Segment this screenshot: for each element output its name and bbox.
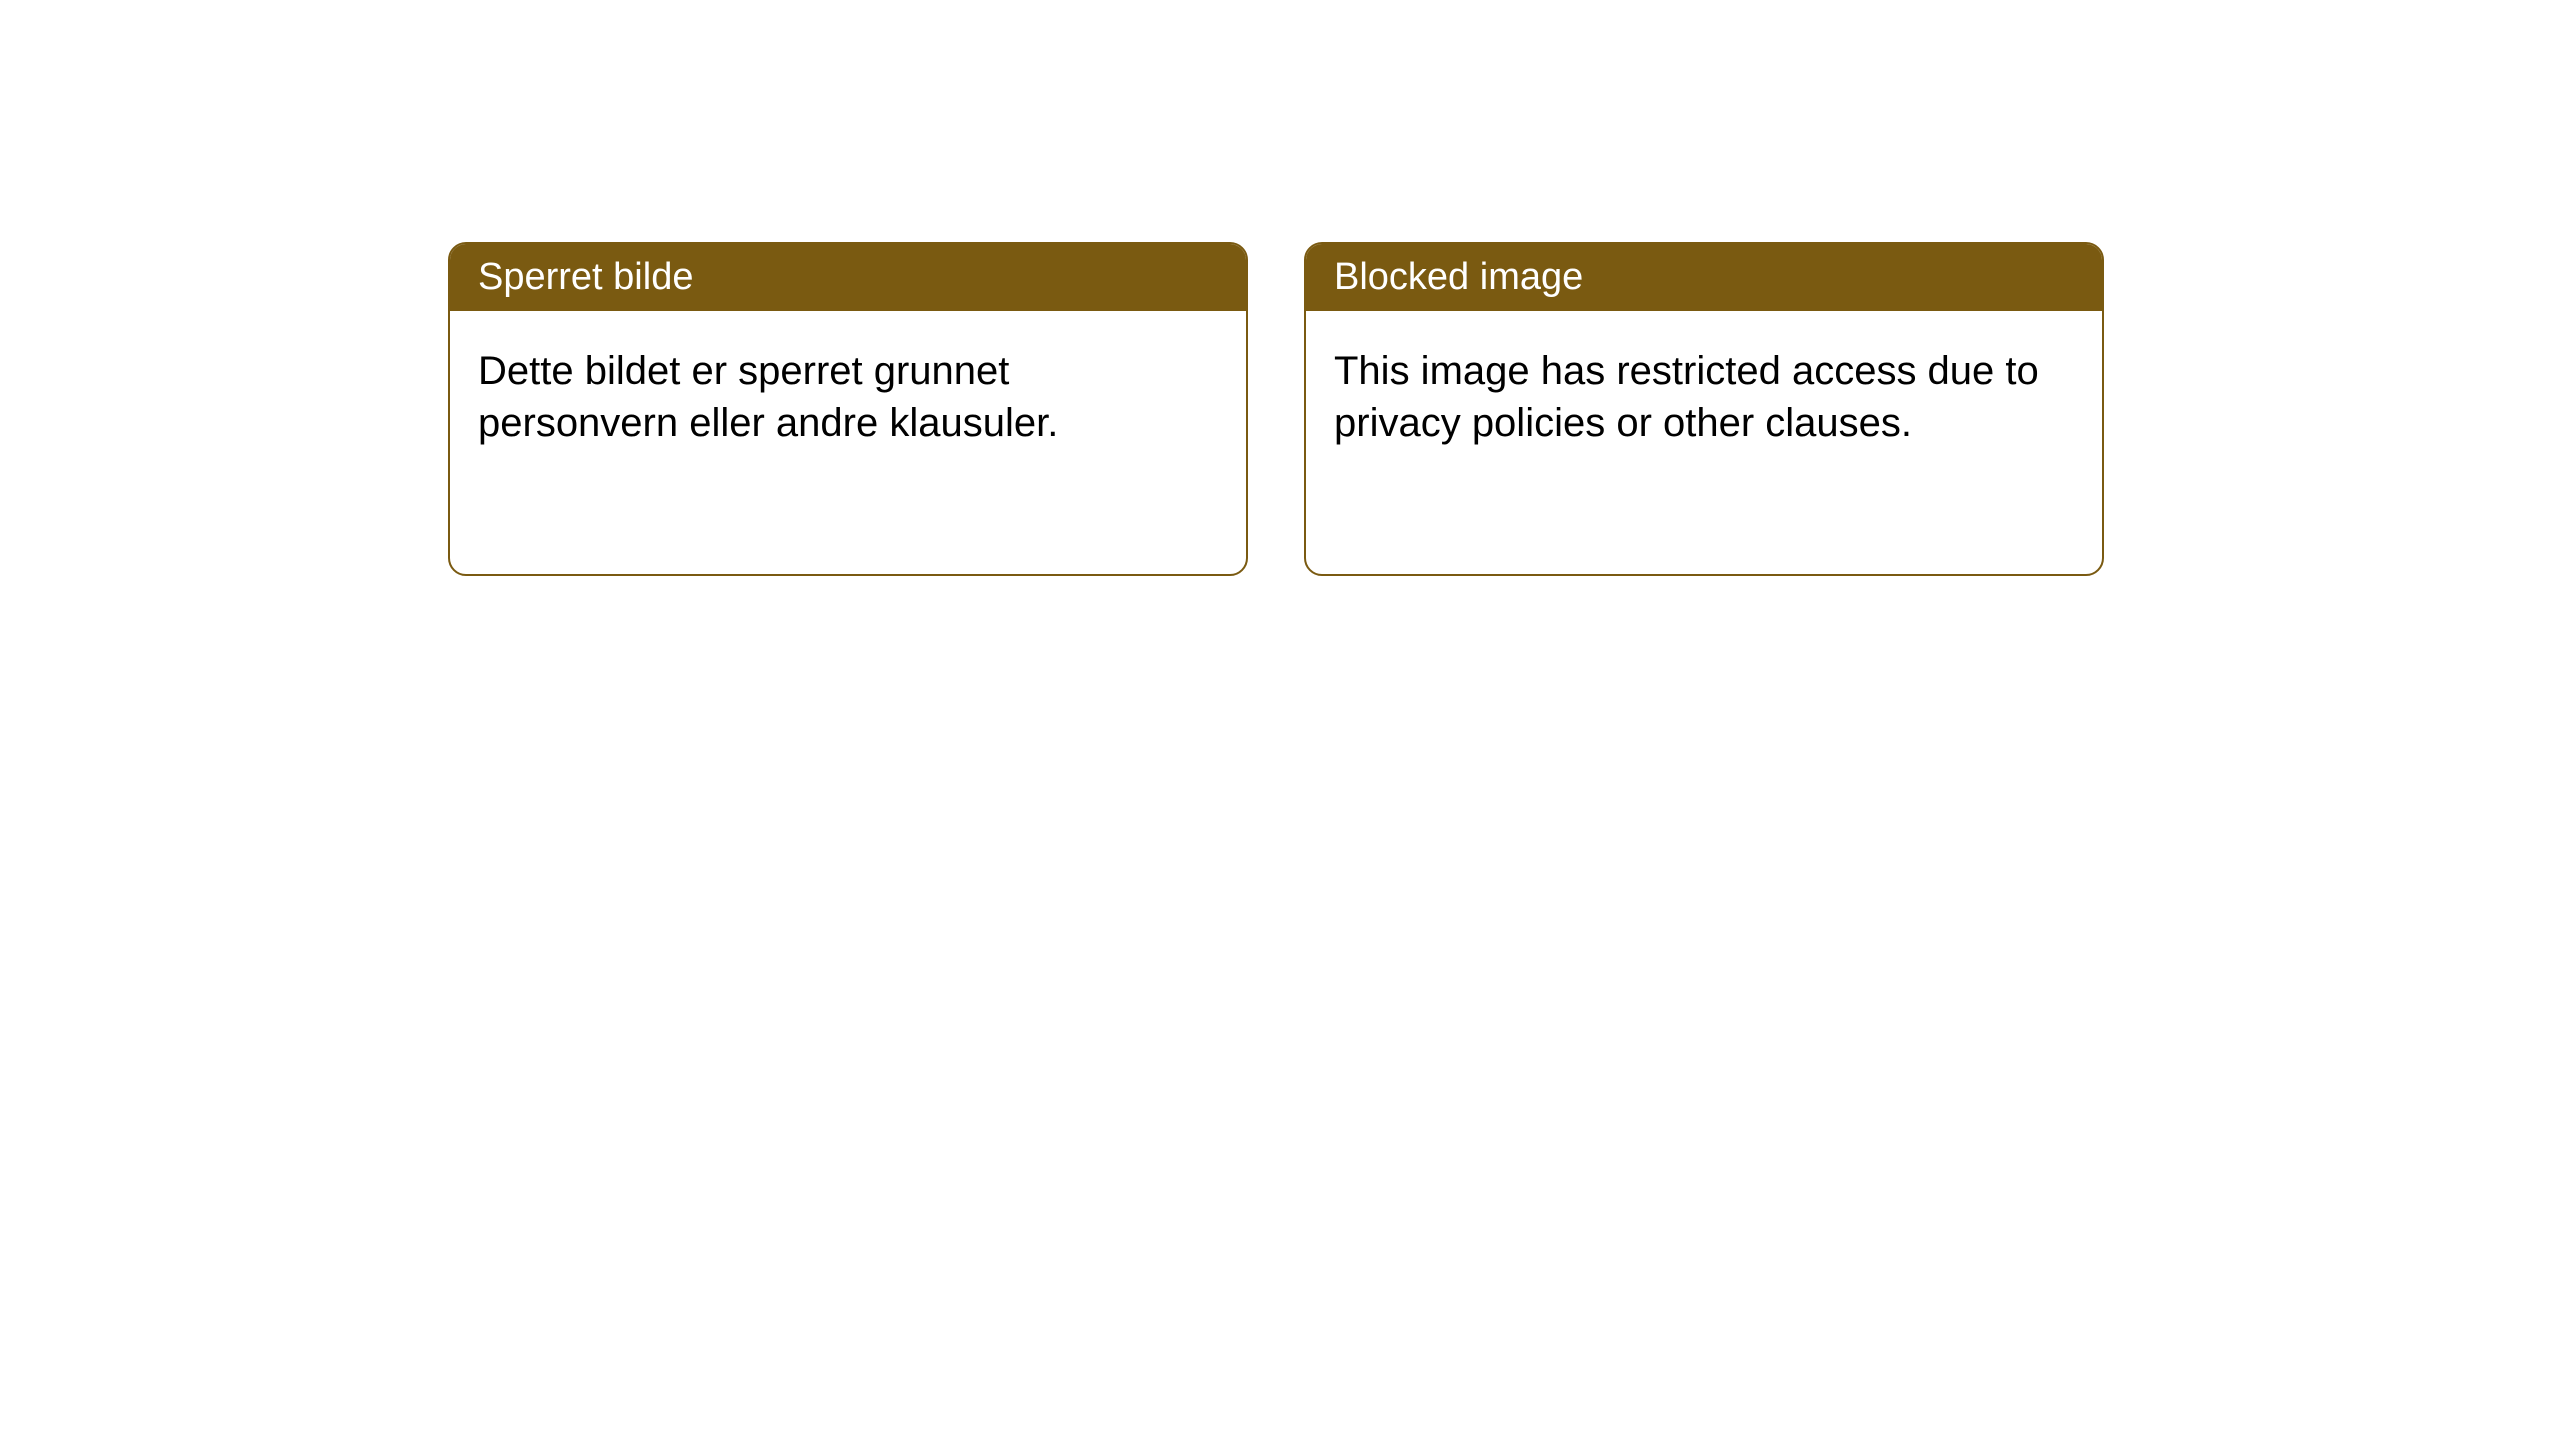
notice-title: Sperret bilde — [478, 256, 693, 298]
notice-card-norwegian: Sperret bilde Dette bildet er sperret gr… — [448, 242, 1248, 576]
notice-message: This image has restricted access due to … — [1334, 349, 2039, 445]
notice-card-english: Blocked image This image has restricted … — [1304, 242, 2104, 576]
notice-body: Dette bildet er sperret grunnet personve… — [450, 311, 1246, 483]
notice-title: Blocked image — [1334, 256, 1583, 298]
notice-message: Dette bildet er sperret grunnet personve… — [478, 349, 1058, 445]
notice-header: Sperret bilde — [450, 244, 1246, 311]
notice-header: Blocked image — [1306, 244, 2102, 311]
notice-body: This image has restricted access due to … — [1306, 311, 2102, 483]
notice-container: Sperret bilde Dette bildet er sperret gr… — [0, 0, 2560, 576]
